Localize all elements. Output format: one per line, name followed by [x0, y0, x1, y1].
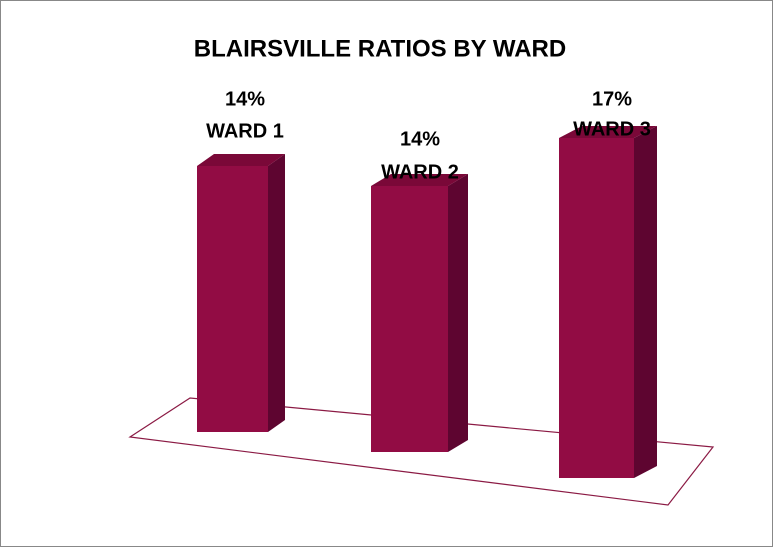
chart-title: BLAIRSVILLE RATIOS BY WARD [194, 35, 566, 62]
bar-side [448, 174, 468, 452]
bar-side [634, 126, 657, 478]
bar [371, 186, 448, 452]
bar [197, 166, 268, 432]
bar [559, 138, 634, 478]
data-label: 17% [592, 88, 632, 110]
category-label: WARD 2 [381, 161, 459, 183]
data-label: 14% [400, 128, 440, 150]
data-label: 14% [225, 88, 265, 110]
category-label: WARD 3 [573, 118, 651, 140]
bar-top [371, 174, 468, 186]
category-label: WARD 1 [206, 120, 284, 142]
bar-side [268, 154, 285, 432]
bar-top [197, 154, 285, 166]
bar-top [559, 126, 657, 138]
